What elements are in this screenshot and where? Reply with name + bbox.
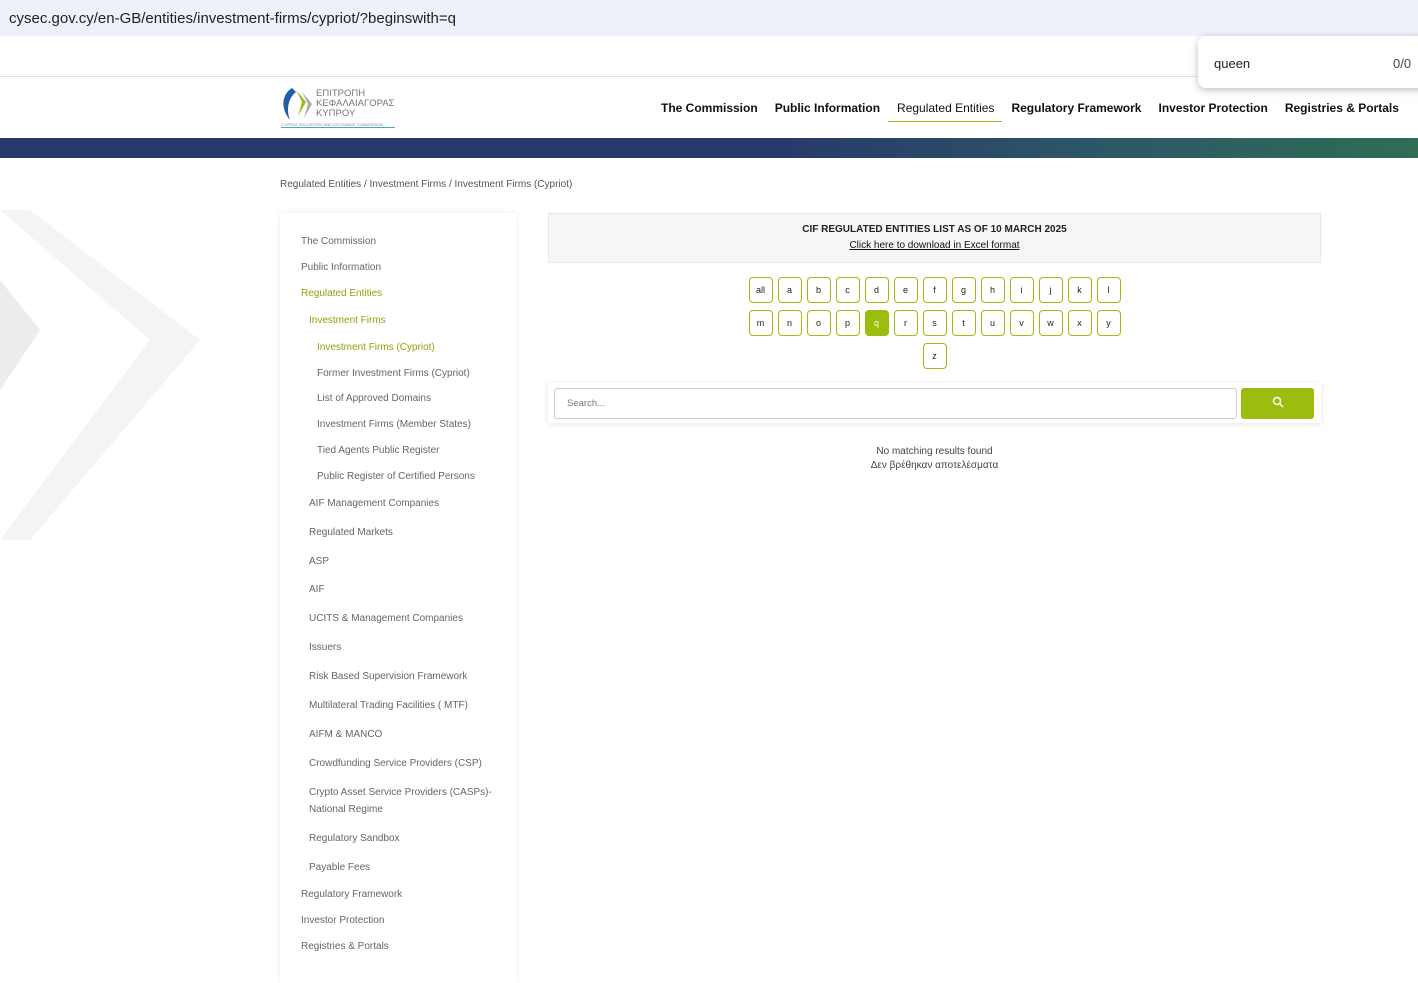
nav-regulated-entities[interactable]: Regulated Entities [888, 101, 1003, 122]
letter-button-d[interactable]: d [864, 277, 889, 303]
letter-button-y[interactable]: y [1096, 310, 1121, 336]
sidebar-item[interactable]: Former Investment Firms (Cypriot) [317, 368, 470, 379]
letter-button-x[interactable]: x [1067, 310, 1092, 336]
logo-greek-text: ΕΠΙΤΡΟΠΗ ΚΕΦΑΛΑΙΑΓΟΡΑΣ ΚΥΠΡΟΥ [316, 88, 395, 119]
letter-button-v[interactable]: v [1009, 310, 1034, 336]
letter-button-p[interactable]: p [835, 310, 860, 336]
letter-button-m[interactable]: m [748, 310, 773, 336]
nav-the-commission[interactable]: The Commission [661, 101, 758, 115]
letter-button-f[interactable]: f [922, 277, 947, 303]
sidebar-item[interactable]: Crowdfunding Service Providers (CSP) [309, 758, 482, 769]
nav-investor-protection[interactable]: Investor Protection [1158, 101, 1268, 115]
letter-button-a[interactable]: a [777, 277, 802, 303]
cysec-logo[interactable]: ΕΠΙΤΡΟΠΗ ΚΕΦΑΛΑΙΑΓΟΡΑΣ ΚΥΠΡΟΥ CYPRUS SEC… [280, 86, 400, 130]
sidebar-item[interactable]: ASP [309, 556, 330, 567]
letter-button-i[interactable]: i [1009, 277, 1034, 303]
sidebar-item[interactable]: UCITS & Management Companies [309, 613, 463, 624]
letter-button-h[interactable]: h [980, 277, 1005, 303]
letter-button-r[interactable]: r [893, 310, 918, 336]
letter-button-w[interactable]: w [1038, 310, 1063, 336]
sidebar-item[interactable]: AIF Management Companies [309, 498, 440, 509]
sidebar-item[interactable]: Regulated Entities [301, 288, 383, 299]
sidebar-item[interactable]: Payable Fees [309, 862, 371, 873]
header-band [0, 138, 1418, 158]
search-button[interactable] [1241, 388, 1314, 419]
letter-button-c[interactable]: c [835, 277, 860, 303]
sidebar-item[interactable]: AIF [309, 584, 325, 595]
find-bar[interactable]: queen 0/0 [1198, 36, 1418, 88]
sidebar-item[interactable]: Tied Agents Public Register [317, 445, 440, 456]
sidebar-item[interactable]: Investor Protection [301, 915, 385, 926]
sidebar-item[interactable]: Regulatory Sandbox [309, 833, 400, 844]
decorative-chevron-icon [0, 210, 200, 540]
no-results-message: No matching results found Δεν βρέθηκαν α… [548, 445, 1321, 473]
logo-english-text: CYPRUS SECURITIES AND EXCHANGE COMMISSIO… [281, 122, 395, 128]
letter-button-n[interactable]: n [777, 310, 802, 336]
sidebar-item[interactable]: Public Register of Certified Persons [317, 471, 475, 482]
download-excel-link[interactable]: Click here to download in Excel format [849, 240, 1020, 251]
letter-button-k[interactable]: k [1067, 277, 1092, 303]
letter-button-g[interactable]: g [951, 277, 976, 303]
sidebar: The Commission Public Information Regulate… [280, 213, 517, 983]
letter-filter: all a b c d e f g h i j k l m n o p q r s t u v w x y z [548, 277, 1321, 369]
sidebar-item[interactable]: Investment Firms [309, 315, 386, 326]
sidebar-item[interactable]: Regulated Markets [309, 527, 393, 538]
sidebar-item[interactable]: Registries & Portals [301, 941, 389, 952]
sidebar-item[interactable]: The Commission [301, 236, 377, 247]
nav-regulatory-framework[interactable]: Regulatory Framework [1011, 101, 1142, 115]
letter-button-z[interactable]: z [922, 343, 947, 369]
letter-button-t[interactable]: t [951, 310, 976, 336]
no-results-en: No matching results found [876, 446, 993, 457]
letter-button-s[interactable]: s [922, 310, 947, 336]
cif-list-box: CIF REGULATED ENTITIES LIST AS OF 10 MAR… [548, 213, 1321, 263]
divider [0, 76, 1418, 77]
letter-button-l[interactable]: l [1096, 277, 1121, 303]
sidebar-item[interactable]: AIFM & MANCO [309, 729, 383, 740]
logo-mark-icon [283, 88, 312, 120]
sidebar-item[interactable]: Public Information [301, 262, 382, 273]
letter-button-q[interactable]: q [864, 310, 889, 336]
search-input[interactable] [554, 388, 1237, 419]
nav-public-information[interactable]: Public Information [774, 101, 881, 115]
sidebar-item[interactable]: Risk Based Supervision Framework [309, 671, 468, 682]
sidebar-item[interactable]: Investment Firms (Cypriot) [317, 342, 435, 353]
sidebar-item[interactable]: Regulatory Framework [301, 889, 403, 900]
sidebar-item[interactable]: Issuers [309, 642, 342, 653]
sidebar-item[interactable]: Crypto Asset Service Providers (CASPs)-N… [309, 787, 492, 815]
letter-button-j[interactable]: j [1038, 277, 1063, 303]
nav-registries-portals[interactable]: Registries & Portals [1284, 101, 1399, 115]
search-icon [1272, 396, 1284, 408]
letter-button-b[interactable]: b [806, 277, 831, 303]
no-results-el: Δεν βρέθηκαν αποτελέσματα [870, 460, 999, 471]
sidebar-item[interactable]: List of Approved Domains [317, 393, 431, 404]
address-bar[interactable]: cysec.gov.cy/en-GB/entities/investment-f… [0, 0, 1418, 36]
letter-button-all[interactable]: all [748, 277, 773, 303]
breadcrumb: Regulated Entities / Investment Firms / … [280, 179, 573, 190]
find-input[interactable]: queen [1214, 56, 1251, 71]
search-bar [548, 383, 1321, 423]
find-count: 0/0 [1393, 56, 1412, 71]
letter-button-o[interactable]: o [806, 310, 831, 336]
letter-button-e[interactable]: e [893, 277, 918, 303]
letter-button-u[interactable]: u [980, 310, 1005, 336]
main-nav: The Commission Public Information Regula… [652, 101, 1407, 122]
cif-list-title: CIF REGULATED ENTITIES LIST AS OF 10 MAR… [802, 224, 1067, 235]
sidebar-item[interactable]: Multilateral Trading Facilities ( MTF) [309, 700, 468, 711]
sidebar-item[interactable]: Investment Firms (Member States) [317, 419, 471, 430]
